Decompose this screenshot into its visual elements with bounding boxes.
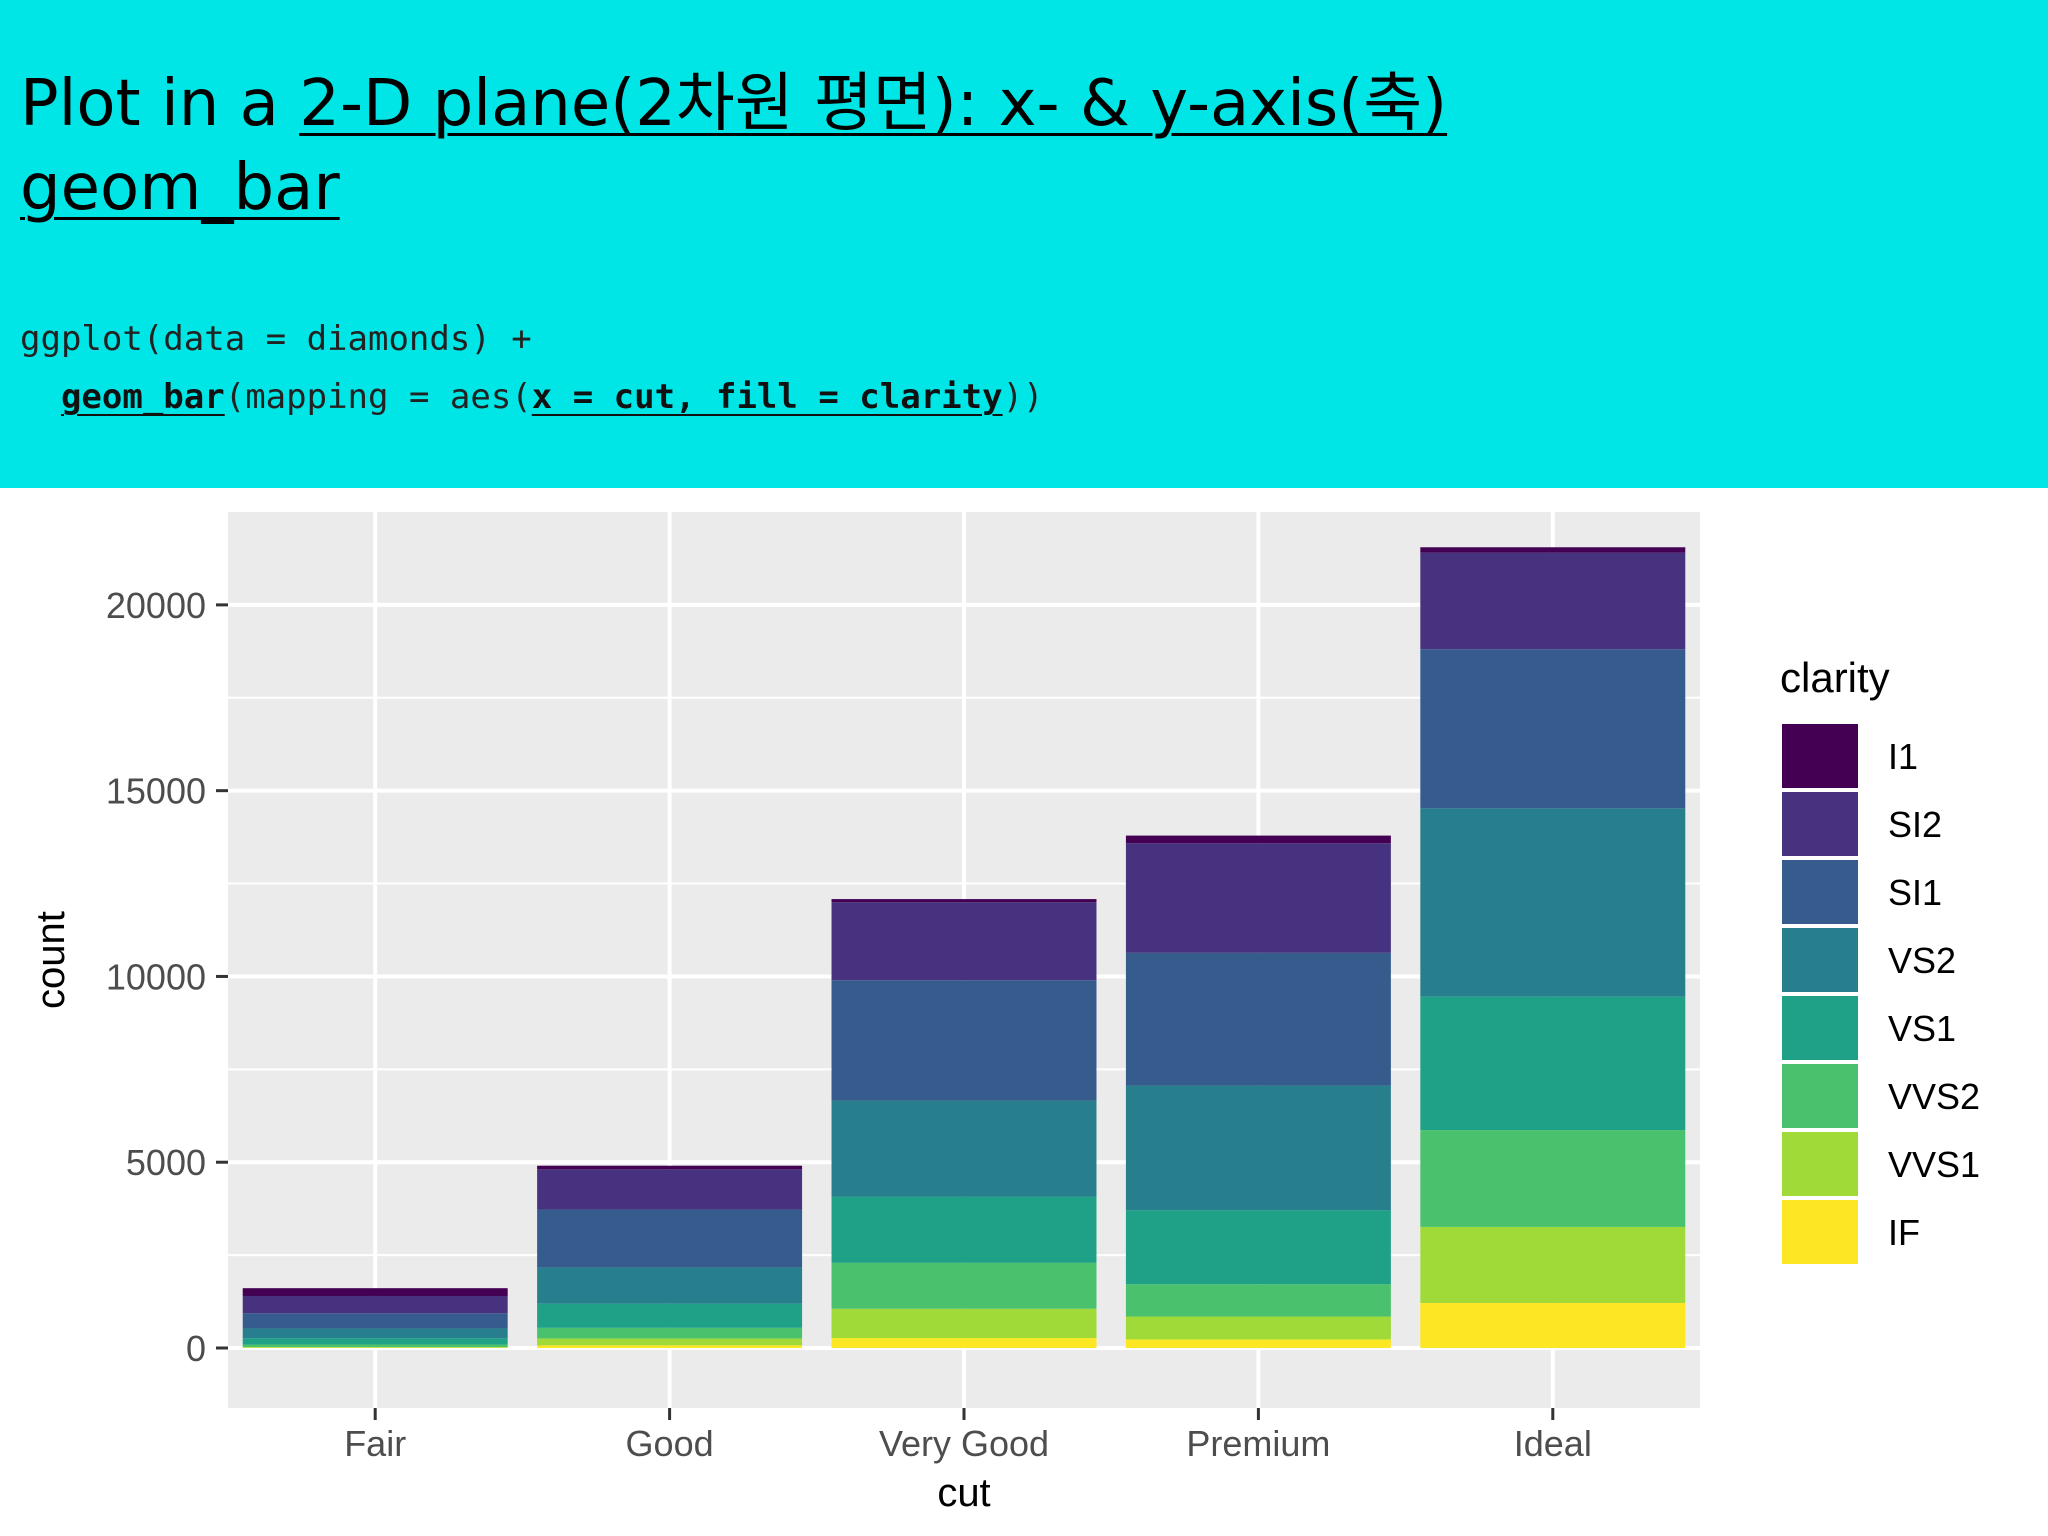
slide-subtitle: geom_bar <box>20 151 340 225</box>
bar-segment-vvs1-good <box>537 1338 803 1346</box>
legend-label-si2: SI2 <box>1888 804 1942 845</box>
bar-segment-vvs2-good <box>537 1327 803 1339</box>
bar-segment-si1-fair <box>242 1313 508 1329</box>
bar-segment-if-very-good <box>831 1338 1097 1348</box>
bar-segment-i1-ideal <box>1420 547 1686 553</box>
bar-segment-si1-very-good <box>831 980 1097 1101</box>
bar-segment-vs1-good <box>537 1303 803 1328</box>
legend-swatch-vs1 <box>1782 996 1858 1060</box>
legend-swatch-si1 <box>1782 860 1858 924</box>
legend-title: clarity <box>1780 654 1890 701</box>
bars <box>242 547 1686 1348</box>
slide-title: Plot in a 2-D plane(2차원 평면): x- & y-axis… <box>20 72 1447 136</box>
bar-segment-si2-ideal <box>1420 552 1686 650</box>
y-axis-label: count <box>29 911 73 1009</box>
bar-segment-si2-very-good <box>831 902 1097 981</box>
bar-segment-if-good <box>537 1345 803 1348</box>
bar-segment-vvs2-ideal <box>1420 1130 1686 1227</box>
bar-segment-vvs2-fair <box>242 1344 508 1348</box>
bar-segment-i1-good <box>537 1165 803 1170</box>
legend: clarity I1 SI2 SI1 VS2 VS1 VVS2 VVS1 IF <box>1780 654 1980 1264</box>
bar-segment-si2-premium <box>1125 843 1391 953</box>
bar-segment-si1-premium <box>1125 952 1391 1086</box>
bar-segment-vs1-ideal <box>1420 996 1686 1131</box>
bar-segment-vs2-good <box>537 1267 803 1304</box>
legend-label-vvs2: VVS2 <box>1888 1076 1980 1117</box>
x-tick-label: Very Good <box>879 1423 1049 1464</box>
legend-swatch-vvs2 <box>1782 1064 1858 1128</box>
legend-label-i1: I1 <box>1888 736 1918 777</box>
slide-header: Plot in a 2-D plane(2차원 평면): x- & y-axis… <box>0 0 2048 488</box>
bar-segment-i1-premium <box>1125 835 1391 844</box>
axes: 0 5000 10000 15000 20000 Fair Good Very Good Pre… <box>106 585 1592 1464</box>
y-tick-label: 0 <box>186 1328 206 1369</box>
legend-label-vvs1: VVS1 <box>1888 1144 1980 1185</box>
bar-segment-if-ideal <box>1420 1302 1686 1348</box>
x-axis-label: cut <box>937 1471 990 1515</box>
x-tick-label: Fair <box>344 1423 406 1464</box>
legend-swatch-i1 <box>1782 724 1858 788</box>
code-mapping: (mapping = aes( <box>224 377 532 417</box>
bar-segment-vvs2-premium <box>1125 1284 1391 1317</box>
x-tick-label: Ideal <box>1514 1423 1592 1464</box>
bar-segment-vvs1-fair <box>242 1347 508 1348</box>
bar-segment-vvs1-ideal <box>1420 1226 1686 1303</box>
bar-segment-si1-ideal <box>1420 649 1686 809</box>
bar-segment-si1-good <box>537 1209 803 1268</box>
bar-segment-vs1-premium <box>1125 1210 1391 1285</box>
bar-segment-vs1-fair <box>242 1338 508 1345</box>
bar-segment-vs2-very-good <box>831 1100 1097 1197</box>
bar-segment-i1-very-good <box>831 899 1097 903</box>
bar-segment-vs2-premium <box>1125 1085 1391 1211</box>
legend-label-vs1: VS1 <box>1888 1008 1956 1049</box>
legend-label-si1: SI1 <box>1888 872 1942 913</box>
bar-segment-si2-fair <box>242 1295 508 1314</box>
legend-swatch-if <box>1782 1200 1858 1264</box>
code-aes-args: x = cut, fill = clarity <box>531 377 1003 417</box>
x-tick-label: Good <box>626 1423 714 1464</box>
bar-segment-vvs1-very-good <box>831 1308 1097 1339</box>
bar-chart: 0 5000 10000 15000 20000 Fair Good Very Good Pre… <box>29 512 1980 1515</box>
legend-swatch-si2 <box>1782 792 1858 856</box>
title-prefix: Plot in a <box>20 67 300 141</box>
y-tick-label: 15000 <box>106 771 206 812</box>
code-line-1: ggplot(data = diamonds) + <box>20 319 532 359</box>
code-line-2: geom_bar(mapping = aes(x = cut, fill = c… <box>20 380 1044 414</box>
bar-segment-si2-good <box>537 1169 803 1210</box>
y-tick-label: 5000 <box>126 1142 206 1183</box>
bar-segment-vs2-ideal <box>1420 808 1686 997</box>
bar-segment-vvs1-premium <box>1125 1316 1391 1340</box>
bar-segment-if-premium <box>1125 1339 1391 1348</box>
bar-segment-i1-fair <box>242 1288 508 1296</box>
bar-segment-vs2-fair <box>242 1328 508 1339</box>
legend-label-vs2: VS2 <box>1888 940 1956 981</box>
legend-swatch-vvs1 <box>1782 1132 1858 1196</box>
y-tick-label: 20000 <box>106 585 206 626</box>
bar-segment-vs1-very-good <box>831 1196 1097 1263</box>
x-tick-label: Premium <box>1186 1423 1330 1464</box>
code-function: geom_bar <box>60 377 225 417</box>
legend-swatch-vs2 <box>1782 928 1858 992</box>
legend-label-if: IF <box>1888 1212 1920 1253</box>
code-close: )) <box>1002 377 1044 417</box>
title-underlined: 2-D plane(2차원 평면): x- & y-axis(축) <box>299 67 1448 141</box>
y-tick-label: 10000 <box>106 956 206 997</box>
bar-segment-vvs2-very-good <box>831 1262 1097 1309</box>
